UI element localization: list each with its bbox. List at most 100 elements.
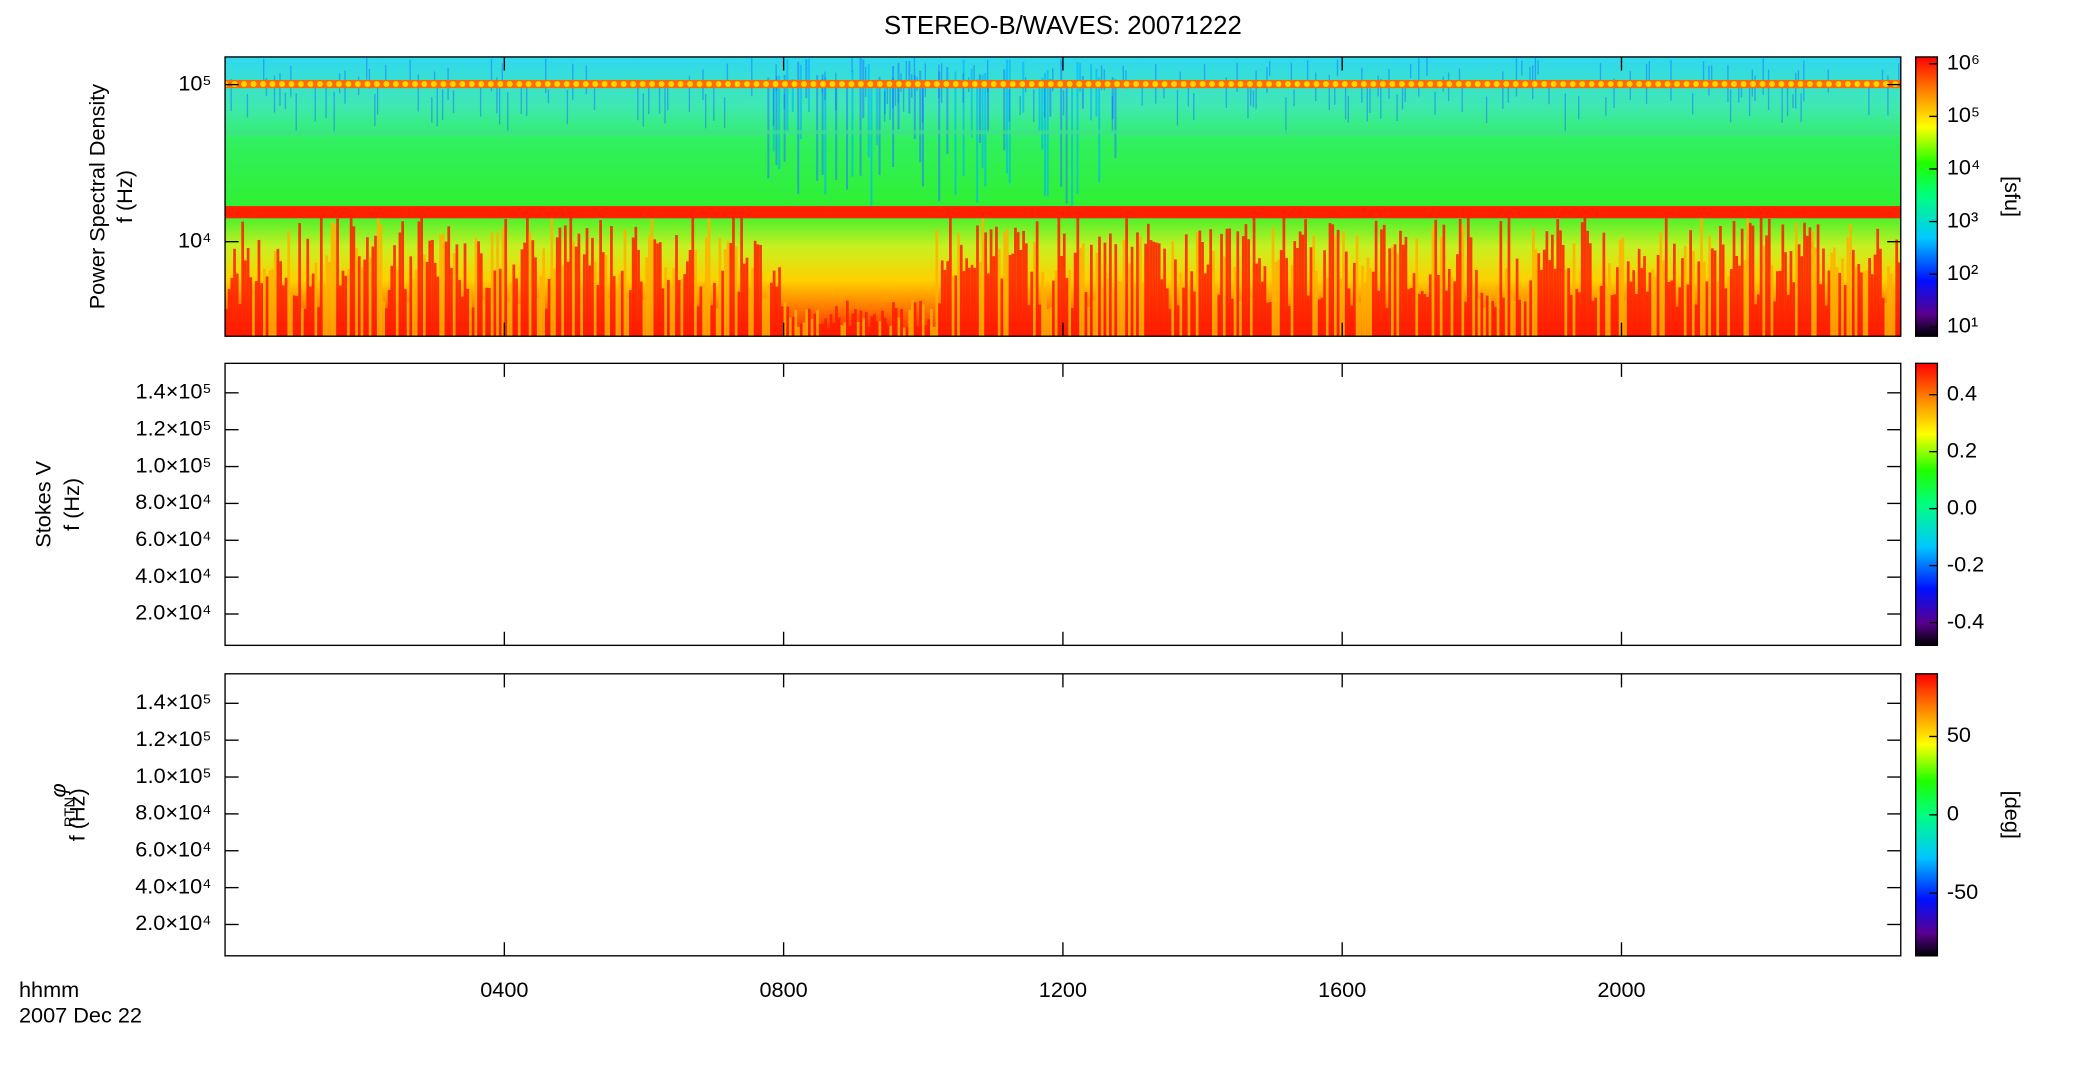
texture-stripe: [1778, 270, 1782, 337]
texture-stripe: [1087, 306, 1091, 337]
texture-dot: [1484, 81, 1491, 88]
texture-dot: [478, 81, 485, 88]
texture-dot: [1123, 81, 1130, 88]
y-axis-label: f (Hz): [59, 478, 84, 531]
texture-stripe: [1008, 89, 1011, 122]
texture-stripe: [786, 306, 790, 337]
texture-stripe: [688, 75, 691, 112]
texture-stripe: [1111, 291, 1115, 337]
texture-stripe: [808, 308, 811, 337]
texture-dot: [810, 81, 817, 88]
texture-dot: [1351, 81, 1358, 88]
texture-stripe: [637, 249, 640, 337]
texture-stripe: [1648, 61, 1650, 81]
texture-dot: [1095, 81, 1102, 88]
texture-stripe: [268, 270, 272, 337]
texture-stripe: [873, 313, 876, 337]
texture-stripe: [748, 289, 752, 337]
texture-stripe: [485, 287, 489, 337]
texture-stripe: [309, 286, 312, 337]
texture-dot: [1417, 81, 1424, 88]
texture-dot: [876, 81, 883, 88]
y-tick-label: 8.0×10⁴: [135, 489, 211, 514]
texture-stripe: [1887, 75, 1889, 116]
texture-stripe: [1681, 258, 1684, 337]
texture-dot: [497, 81, 504, 88]
texture-stripe: [409, 60, 411, 85]
texture-stripe: [1100, 65, 1103, 91]
texture-stripe: [263, 59, 265, 83]
texture-stripe: [1607, 263, 1611, 337]
texture-stripe: [723, 249, 727, 337]
texture-stripe: [322, 283, 326, 337]
texture-dot: [354, 81, 361, 88]
texture-stripe: [1296, 247, 1299, 337]
texture-stripe: [319, 217, 323, 337]
texture-stripe: [1496, 285, 1500, 337]
texture-stripe: [1751, 225, 1755, 337]
y-tick-label: 6.0×10⁴: [135, 526, 211, 551]
texture-dot: [639, 81, 646, 88]
texture-stripe: [1407, 289, 1410, 337]
texture-stripe: [1781, 86, 1783, 123]
texture-stripe: [469, 292, 472, 337]
texture-stripe: [1334, 235, 1337, 337]
texture-stripe: [1079, 62, 1082, 92]
texture-stripe: [284, 277, 288, 337]
texture-stripe: [664, 267, 668, 337]
y-tick-label: 2.0×10⁴: [135, 910, 211, 935]
texture-stripe: [1225, 228, 1229, 337]
texture-stripe: [566, 90, 569, 125]
texture-stripe: [1765, 235, 1768, 337]
texture-dot: [829, 81, 836, 88]
texture-stripe: [930, 309, 933, 337]
texture-dot: [288, 81, 295, 88]
texture-stripe: [718, 238, 722, 337]
texture-stripe: [1898, 63, 1900, 85]
texture-stripe: [1461, 86, 1463, 113]
texture-stripe: [1841, 258, 1844, 337]
texture-stripe: [523, 242, 527, 337]
y-axis-label: Stokes V: [30, 460, 55, 547]
texture-stripe: [753, 240, 757, 337]
texture-dot: [1721, 81, 1728, 88]
texture-stripe: [1418, 57, 1420, 97]
texture-stripe: [1510, 294, 1514, 337]
colorbar-tick-label: 0.0: [1947, 494, 1977, 519]
texture-stripe: [1339, 278, 1343, 337]
texture-stripe: [658, 84, 661, 114]
texture-stripe: [374, 235, 377, 337]
texture-stripe: [1393, 244, 1397, 337]
texture-stripe: [1580, 222, 1584, 337]
texture-dot: [1560, 81, 1567, 88]
texture-stripe: [566, 261, 570, 337]
texture-stripe: [279, 73, 281, 106]
texture-dot: [971, 81, 978, 88]
texture-stripe: [474, 237, 478, 337]
texture-dot: [611, 81, 618, 88]
texture-stripe: [894, 308, 898, 337]
texture-stripe: [1632, 270, 1636, 337]
texture-stripe: [1043, 286, 1047, 337]
texture-stripe: [1024, 243, 1028, 337]
texture-stripe: [829, 314, 833, 337]
texture-stripe: [534, 257, 537, 337]
texture-stripe: [921, 82, 924, 187]
texture-dot: [990, 81, 997, 88]
texture-dot: [649, 81, 656, 88]
texture-stripe: [688, 249, 692, 337]
texture-stripe: [667, 80, 669, 111]
texture-stripe: [1003, 231, 1006, 337]
texture-stripe: [1328, 74, 1330, 111]
texture-stripe: [477, 241, 480, 337]
texture-stripe: [913, 75, 916, 140]
texture-dot: [1313, 81, 1320, 88]
texture-stripe: [230, 277, 234, 337]
texture-dot: [772, 81, 779, 88]
texture-dot: [1066, 81, 1073, 88]
texture-stripe: [241, 221, 245, 337]
texture-stripe: [1757, 294, 1760, 337]
texture-stripe: [1217, 294, 1221, 337]
texture-stripe: [314, 262, 318, 337]
texture-stripe: [1868, 257, 1871, 337]
